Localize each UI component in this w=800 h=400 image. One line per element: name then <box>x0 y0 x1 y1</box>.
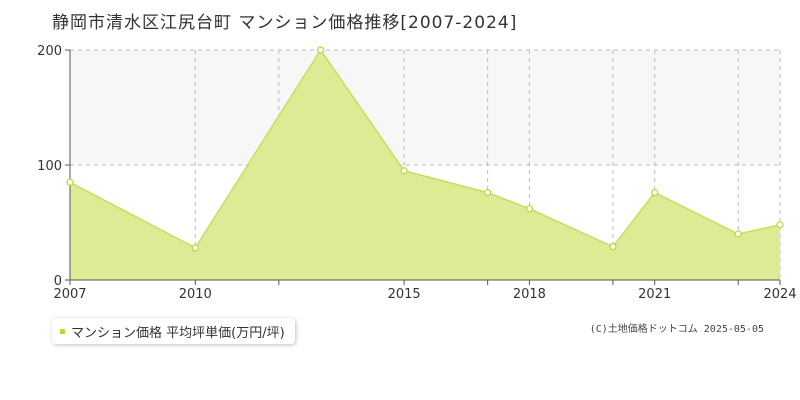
y-tick-label: 100 <box>37 159 62 174</box>
y-tick-label: 0 <box>54 274 62 289</box>
series-line <box>69 48 781 249</box>
data-point <box>776 221 784 229</box>
y-tick-label: 200 <box>37 44 62 59</box>
data-point <box>191 244 199 252</box>
plot-band <box>70 50 780 165</box>
data-point <box>316 46 325 54</box>
data-point <box>609 243 617 251</box>
x-tick-label: 2007 <box>53 287 86 302</box>
x-tick-label: 2015 <box>388 287 421 302</box>
legend: マンション価格 平均坪単価(万円/坪) <box>52 318 295 344</box>
chart-title: 静岡市清水区江尻台町 マンション価格推移[2007-2024] <box>52 13 518 33</box>
data-point <box>651 189 659 197</box>
legend-marker-icon <box>60 328 65 334</box>
series-area <box>70 50 780 280</box>
x-tick-label: 2024 <box>763 287 796 302</box>
x-tick-label: 2010 <box>179 287 212 302</box>
data-point <box>400 167 408 175</box>
data-point <box>525 205 534 213</box>
x-tick-label: 2021 <box>638 287 671 302</box>
x-tick-label: 2018 <box>513 287 546 302</box>
data-point <box>66 178 74 186</box>
data-point <box>734 230 742 238</box>
legend-label: マンション価格 平均坪単価(万円/坪) <box>71 325 285 341</box>
data-point <box>484 189 492 197</box>
copyright-credit: (C)土地価格ドットコム 2025-05-05 <box>589 324 764 335</box>
